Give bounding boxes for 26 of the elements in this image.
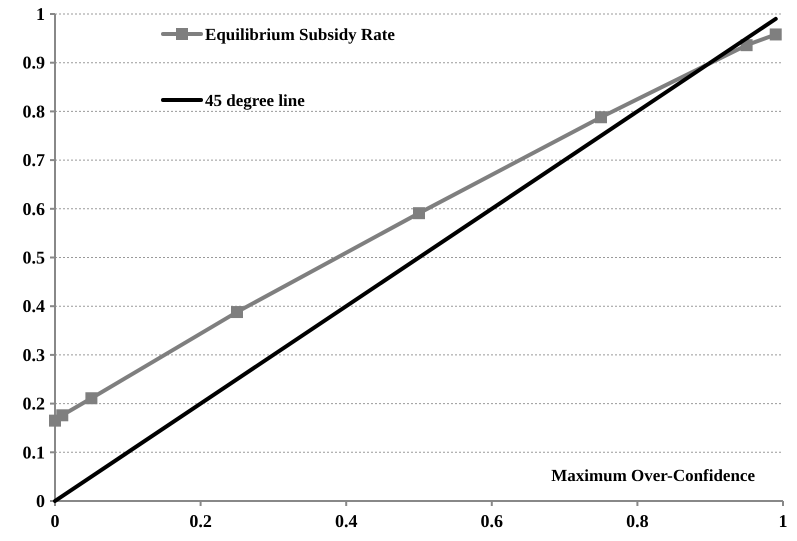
legend-label: 45 degree line (205, 91, 306, 110)
y-tick-label: 0.2 (22, 394, 45, 414)
point (770, 28, 782, 40)
x-tick-label: 0.8 (626, 511, 649, 531)
y-tick-label: 0.8 (22, 101, 45, 122)
point (85, 392, 98, 404)
x-tick-label: 0.4 (334, 511, 358, 531)
y-tick-label: 0 (36, 491, 45, 511)
y-tick-label: 0.9 (22, 52, 45, 73)
y-tick-label: 0.1 (22, 442, 45, 462)
y-tick-label: 0.6 (22, 198, 45, 219)
y-tick-label: 0.3 (22, 344, 45, 365)
x-axis-title: Maximum Over-Confidence (551, 466, 756, 485)
y-tick-label: 0.7 (22, 150, 45, 170)
y-tick-label: 0.4 (22, 296, 45, 316)
legend-label: Equilibrium Subsidy Rate (205, 25, 396, 44)
x-tick-label: 0.6 (480, 511, 504, 531)
x-tick-label: 1 (778, 511, 788, 531)
point (595, 111, 607, 124)
x-tick-label: 0 (50, 511, 60, 531)
y-tick-label: 1 (36, 4, 45, 24)
x-tick-label: 0.2 (189, 511, 212, 531)
point (56, 409, 68, 422)
point (231, 306, 243, 318)
y-tick-label: 0.5 (22, 248, 45, 268)
point (413, 207, 425, 220)
